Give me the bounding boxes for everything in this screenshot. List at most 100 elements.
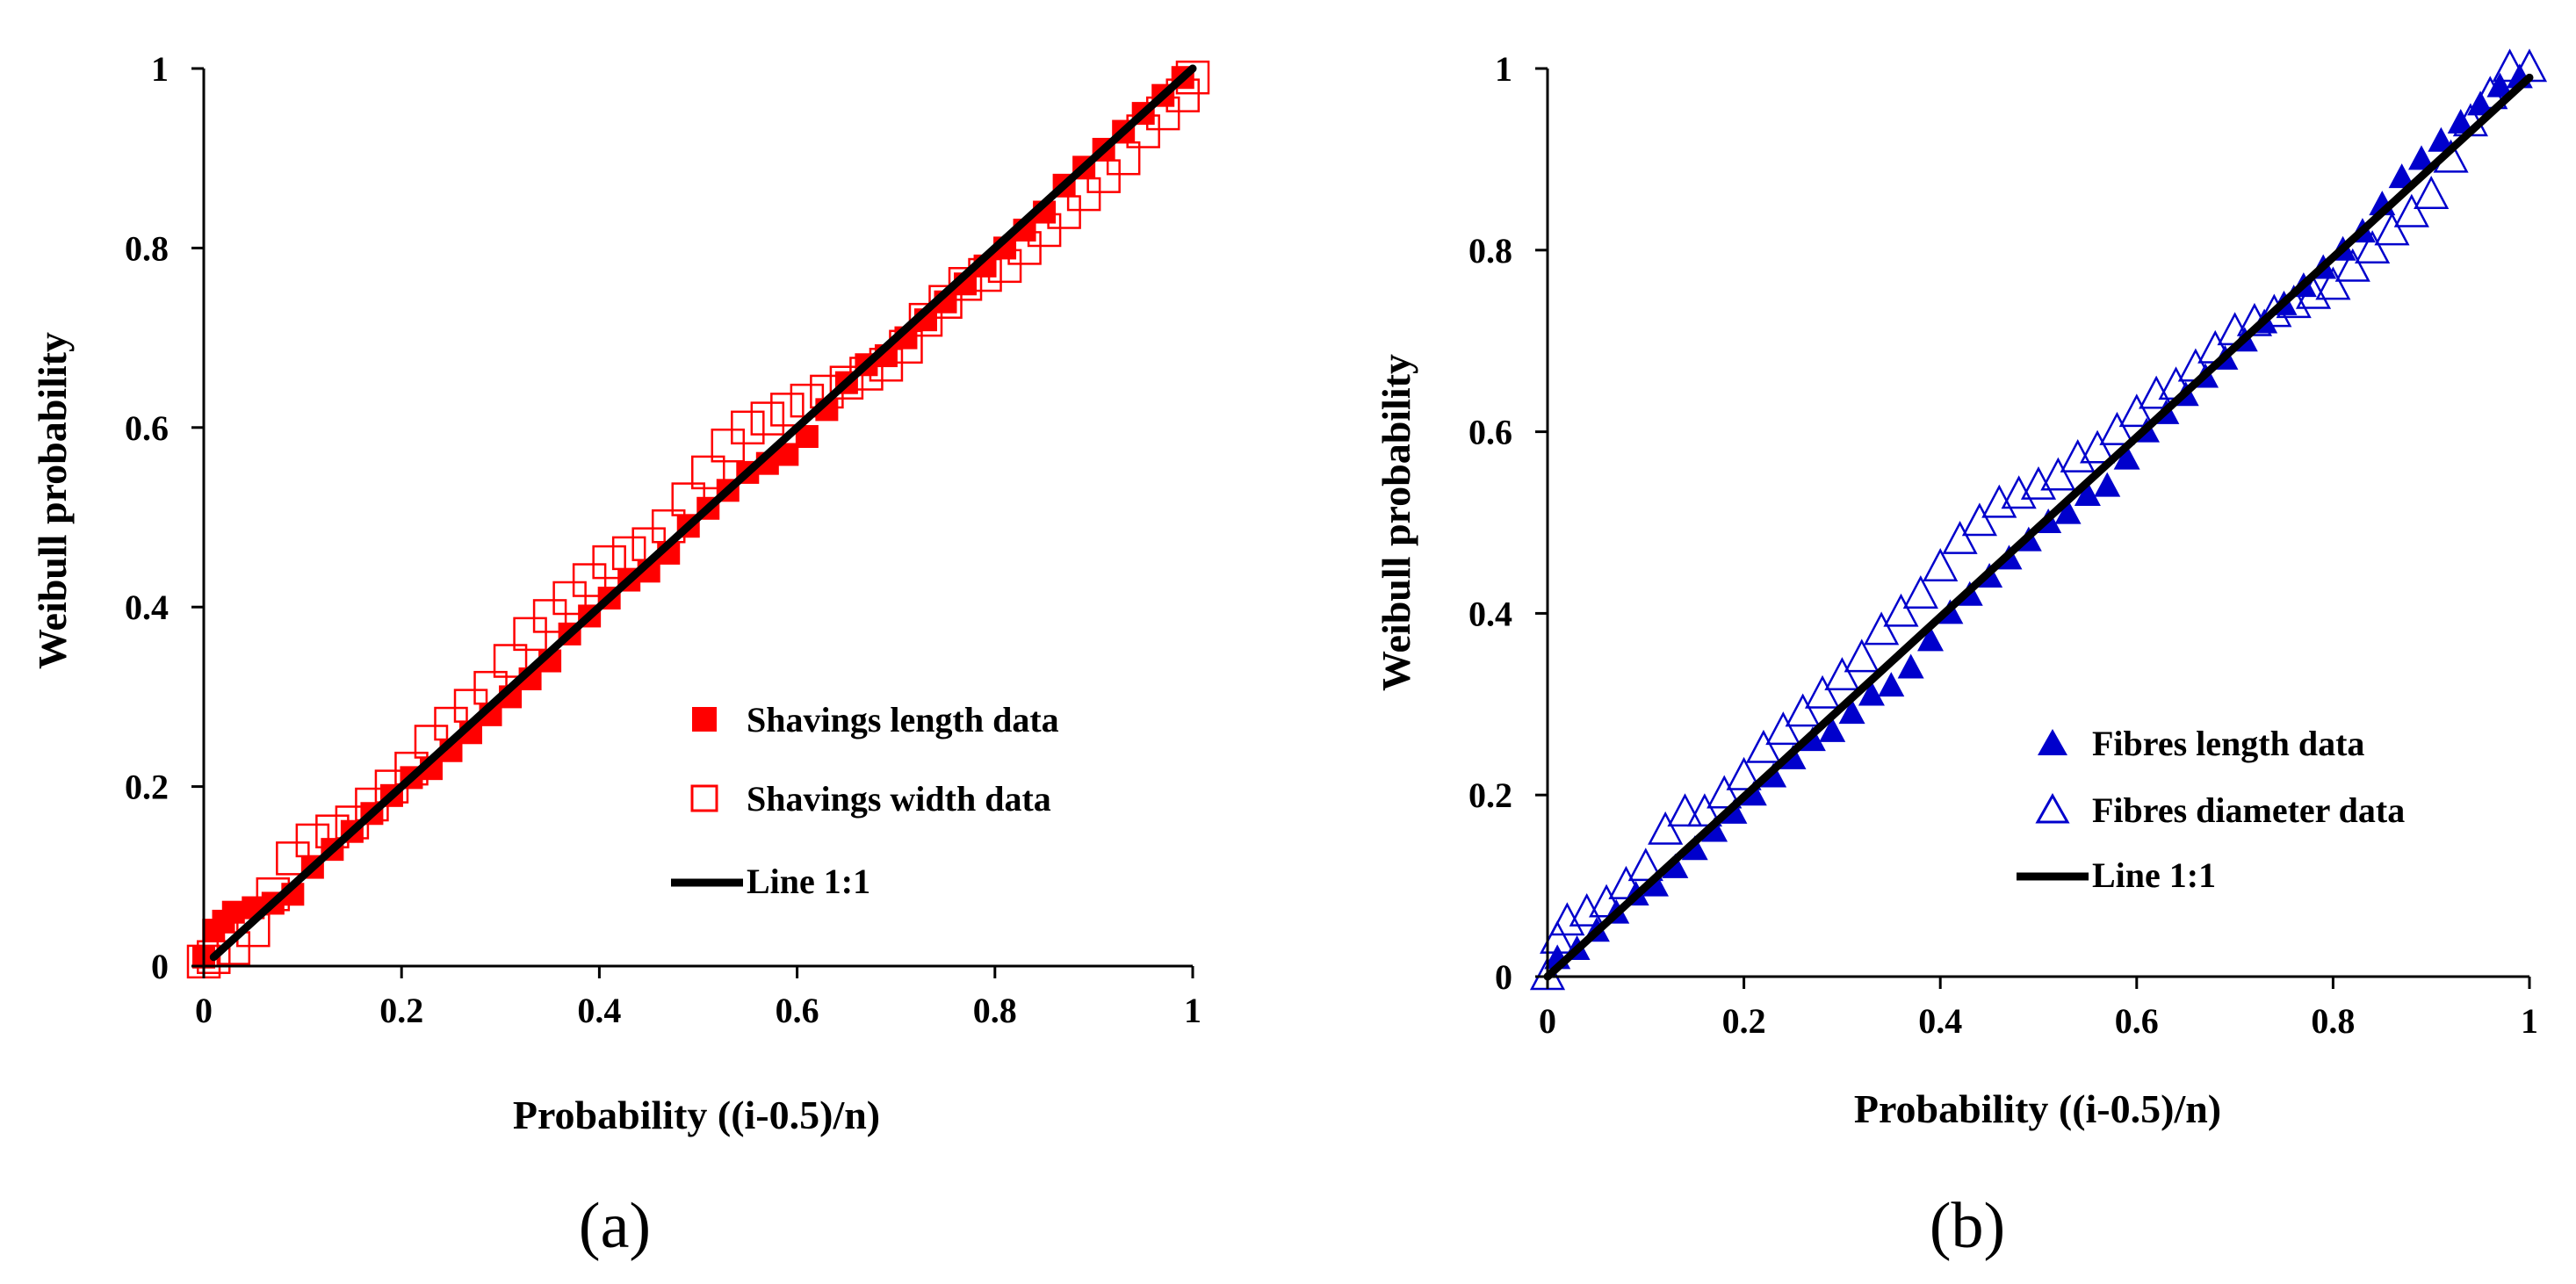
x-tick-label: 0.4 (577, 991, 621, 1030)
y-tick-label: 0.6 (1468, 413, 1512, 452)
shavings-width-data-point (394, 751, 429, 786)
legend-label-line-1-1-a: Line 1:1 (747, 862, 870, 901)
shavings-width-data-point (513, 617, 547, 652)
shavings-width-data-point (711, 428, 746, 463)
fibres-diameter-data-point (1549, 902, 1585, 936)
fibres-length-data-point (1838, 699, 1865, 725)
shavings-width-data-point (908, 302, 943, 337)
legend-label-fibres-diameter: Fibres diameter data (2092, 790, 2405, 830)
y-tick-label: 0 (1495, 957, 1512, 997)
legend-label-fibres-length: Fibres length data (2092, 724, 2364, 763)
y-tick-label: 0.6 (125, 408, 169, 448)
panel-b-x-axis-label: Probability ((i-0.5)/n) (1854, 1086, 2221, 1131)
legend-marker-fibres-diameter (2035, 792, 2070, 824)
shavings-width-data-point (731, 410, 765, 445)
shavings-width-data-point (236, 913, 271, 948)
shavings-width-data-point (335, 805, 370, 840)
shavings-width-data-point (671, 482, 705, 516)
fibres-length-data-point (2074, 480, 2101, 506)
fibres-diameter-data-point (2099, 411, 2135, 445)
x-tick-label: 1 (1184, 991, 1201, 1030)
x-tick-label: 0.6 (2115, 1001, 2159, 1041)
y-tick-label: 0.8 (1468, 231, 1512, 271)
fibres-diameter-data-point (1589, 884, 1625, 918)
shavings-width-data-point (532, 599, 567, 633)
shavings-width-data-point (592, 545, 626, 580)
shavings-width-data-point (1086, 159, 1121, 193)
fibres-diameter-data-point (2040, 457, 2076, 491)
x-tick-label: 0.2 (379, 991, 423, 1030)
fibres-length-data-point (2408, 145, 2435, 170)
fibres-length-data-point (2113, 444, 2140, 470)
fibres-diameter-data-point (1883, 593, 1919, 627)
panel-a-y-axis-label: Weibull probability (30, 332, 75, 669)
fibres-length-data-point (1897, 653, 1924, 679)
fibres-diameter-data-point (1981, 484, 2017, 518)
legend-label-shavings-length: Shavings length data (747, 700, 1059, 739)
shavings-width-data-point (256, 876, 291, 912)
fibres-diameter-data-point (1923, 548, 1959, 581)
legend-marker-fibres-length (2038, 729, 2067, 755)
fibres-diameter-data-point (2355, 230, 2391, 264)
x-tick-label: 1 (2521, 1001, 2538, 1041)
x-tick-label: 0.6 (776, 991, 819, 1030)
fibres-diameter-data-point (1765, 711, 1801, 746)
fibres-diameter-data-point (1902, 575, 1938, 609)
shavings-width-data-point (216, 931, 251, 965)
fibres-diameter-data-point (2414, 176, 2450, 210)
fibres-diameter-data-point (2315, 266, 2351, 300)
x-tick-label: 0.8 (2311, 1001, 2355, 1041)
fibres-length-data-point (2447, 109, 2474, 134)
y-tick-label: 0.2 (125, 768, 169, 807)
fibres-diameter-data-point (2472, 76, 2508, 110)
shavings-width-data-point (1106, 141, 1141, 176)
fibres-length-data-point (1662, 853, 1689, 878)
legend-label-shavings-width: Shavings width data (747, 779, 1051, 819)
shavings-width-data-point (295, 823, 330, 858)
fibres-diameter-data-point (1726, 756, 1762, 790)
fibres-length-data-point (1878, 672, 1905, 697)
shavings-width-data-point (1027, 213, 1062, 248)
panel-a-legend: Shavings length data Shavings width data… (671, 700, 1059, 901)
panel-b-tick-labels: 0 0.2 0.4 0.6 0.8 1 0 0.2 0.4 0.6 0.8 1 (1468, 49, 2538, 1041)
fibres-length-data-point (2054, 499, 2082, 524)
fibres-length-data-point (2486, 72, 2514, 97)
chart-panel-b: 0 0.2 0.4 0.6 0.8 1 0 0.2 0.4 0.6 0.8 1 Probability… (1374, 48, 2548, 1262)
shavings-width-data-point (691, 455, 725, 490)
fibres-diameter-data-point (2393, 193, 2429, 227)
x-tick-label: 0.2 (1722, 1001, 1766, 1041)
panel-a-line-1-1 (209, 64, 1197, 962)
legend-marker-shavings-width (690, 784, 718, 812)
fibres-length-data-point (2094, 472, 2121, 497)
fibres-diameter-data-point (2118, 393, 2154, 428)
y-tick-label: 0.2 (1468, 775, 1512, 815)
fibres-length-data-point (1819, 717, 1846, 742)
fibres-diameter-data-point (2374, 212, 2410, 246)
fibres-length-data-point (1681, 835, 1708, 861)
shavings-width-data-point (493, 644, 528, 678)
x-tick-label: 0.4 (1918, 1001, 1962, 1041)
x-tick-label: 0 (195, 991, 213, 1030)
fibres-diameter-data-point (2334, 248, 2370, 282)
shavings-width-data-point (770, 393, 805, 427)
shavings-width-data-point (276, 841, 310, 876)
shavings-length-data-point (221, 900, 245, 924)
x-tick-label: 0.8 (973, 991, 1017, 1030)
shavings-width-data-point (829, 365, 864, 400)
fibres-diameter-data-point (1667, 793, 1703, 827)
fibres-diameter-data-point (1648, 811, 1684, 845)
fibres-diameter-data-point (1745, 729, 1782, 763)
panel-b-legend: Fibres length data Fibres diameter data … (2017, 724, 2405, 895)
x-tick-label: 0 (1539, 1001, 1556, 1041)
panel-a-x-axis-label: Probability ((i-0.5)/n) (513, 1093, 880, 1137)
y-tick-label: 1 (1495, 49, 1512, 89)
shavings-width-data-point (1047, 195, 1081, 229)
shavings-width-data-point (197, 940, 231, 975)
chart-panel-a: 0 0.2 0.4 0.6 0.8 1 0 0.2 0.4 0.6 0.8 1 Probability… (30, 49, 1210, 1262)
fibres-diameter-data-point (1824, 657, 1860, 691)
shavings-width-data-point (611, 536, 646, 571)
panel-b-y-axis-label: Weibull probability (1374, 354, 1418, 691)
panel-a-tick-labels: 0 0.2 0.4 0.6 0.8 1 0 0.2 0.4 0.6 0.8 1 (125, 49, 1201, 1030)
fibres-diameter-data-point (1785, 693, 1821, 727)
